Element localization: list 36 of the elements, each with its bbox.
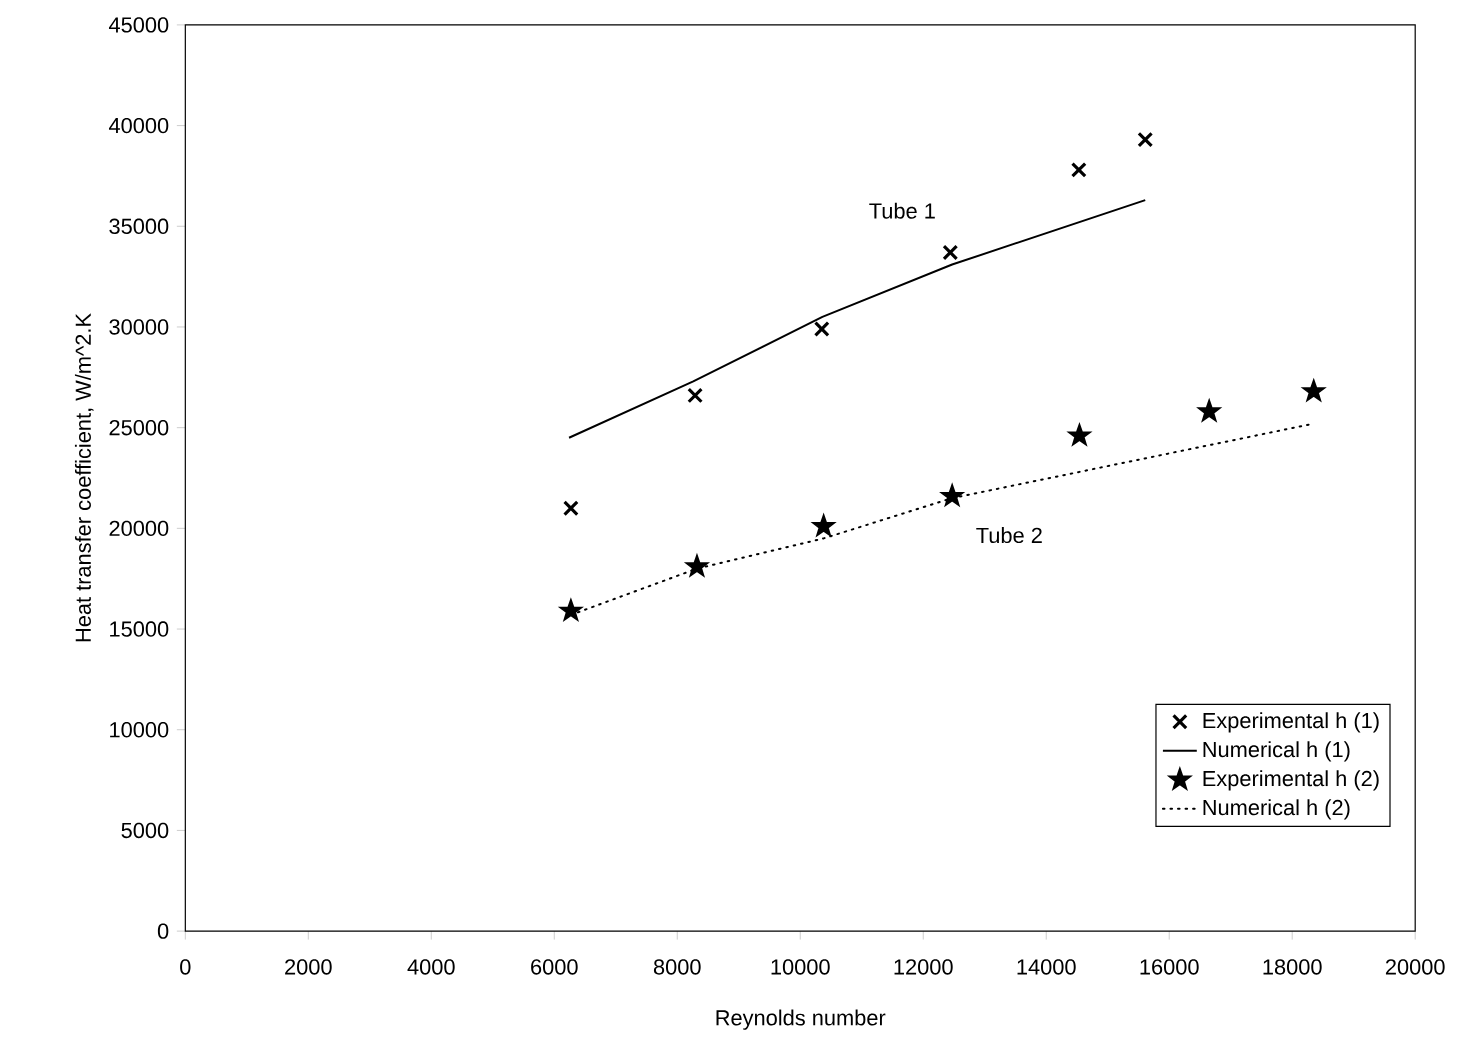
- x-tick-label: 0: [180, 959, 191, 975]
- x-tick-label: 10000: [771, 959, 830, 975]
- point: [942, 244, 959, 261]
- y-tick-label: 10000: [110, 722, 169, 738]
- point: [1137, 131, 1154, 148]
- legend-label: Experimental h (1): [1203, 712, 1379, 733]
- y-tick-label: 25000: [109, 420, 169, 436]
- y-tick-label: 45000: [108, 17, 169, 33]
- x-tick-label: 4000: [407, 959, 455, 975]
- y-tick-label: 20000: [109, 520, 169, 537]
- annotation: Tube 2: [976, 527, 1042, 544]
- legend-label: Experimental h (2): [1203, 770, 1379, 791]
- x-tick-label: 16000: [1140, 959, 1199, 975]
- x-tick-label: 14000: [1017, 959, 1076, 975]
- line-series: [568, 199, 1147, 439]
- point: [1070, 162, 1087, 178]
- y-tick-label: 40000: [108, 118, 169, 134]
- x-axis-title: Reynolds number: [716, 1009, 886, 1031]
- legend-label: Numerical h (2): [1203, 799, 1350, 820]
- y-tick-label: 30000: [109, 319, 169, 335]
- y-tick-label: 15000: [110, 621, 169, 637]
- x-tick-label: 6000: [531, 959, 578, 975]
- point: [562, 500, 579, 517]
- point: [813, 321, 830, 338]
- x-tick-label: 12000: [894, 959, 953, 975]
- x-tick-label: 20000: [1385, 959, 1445, 975]
- legend-label: Numerical h (1): [1203, 741, 1350, 762]
- y-axis-title: Heat transfer coefficient, W/m^2.K: [74, 313, 94, 642]
- y-tick-label: 35000: [109, 218, 169, 235]
- x-tick-label: 18000: [1263, 959, 1322, 975]
- point: [687, 387, 704, 404]
- x-tick-label: 2000: [285, 959, 332, 975]
- y-tick-label: 5000: [121, 822, 169, 839]
- annotation: Tube 1: [869, 202, 935, 219]
- x-tick-label: 8000: [653, 959, 701, 975]
- y-tick-label: 0: [157, 923, 169, 940]
